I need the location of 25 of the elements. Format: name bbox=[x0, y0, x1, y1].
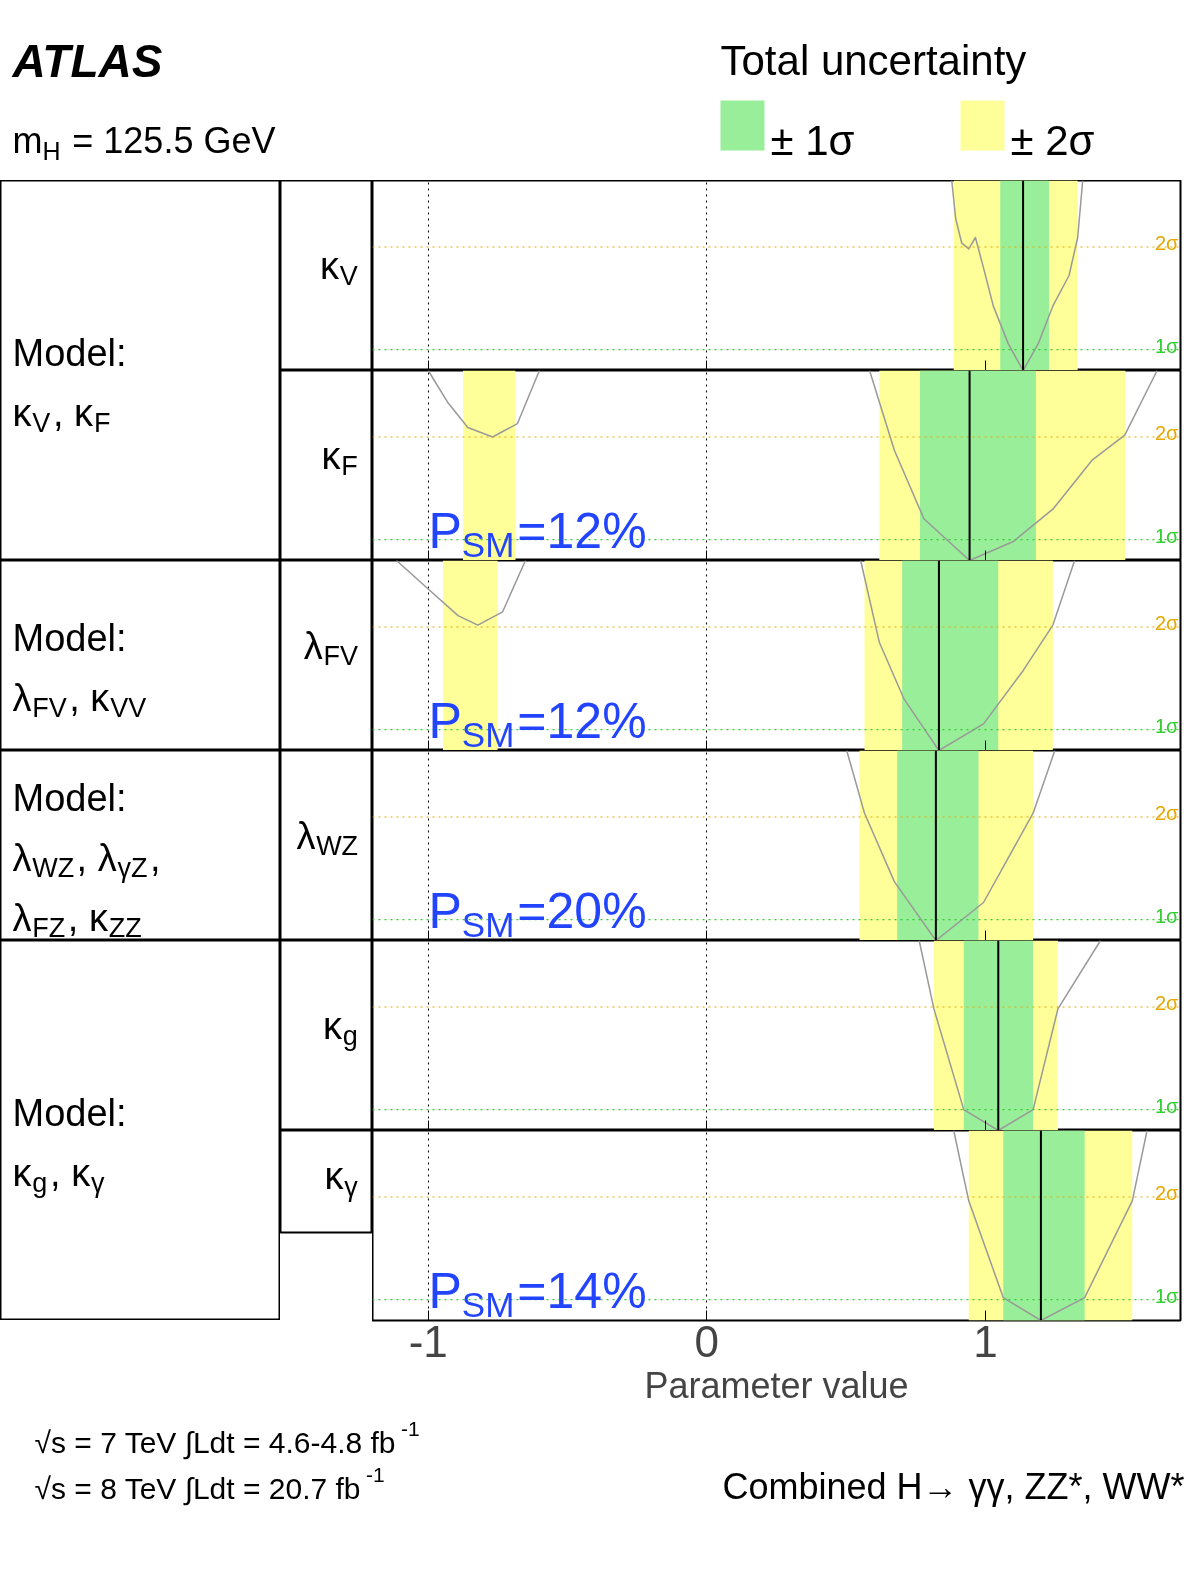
ref-line-label: 1σ bbox=[1154, 904, 1180, 927]
ref-line-label: 2σ bbox=[1154, 232, 1180, 254]
ref-line-label: 1σ bbox=[1154, 524, 1180, 547]
text: Combined H→ γγ, ZZ*, WW* bbox=[722, 1466, 1185, 1507]
legend-label: ± 1σ bbox=[770, 117, 855, 164]
ref-line-label: 2σ bbox=[1154, 422, 1180, 444]
text: Model: bbox=[12, 616, 127, 659]
ref-line-label: 1σ bbox=[1154, 334, 1180, 357]
ref-line-label: 2σ bbox=[1154, 802, 1180, 824]
ref-line-label: 1σ bbox=[1154, 1284, 1180, 1307]
ref-line-label: 2σ bbox=[1154, 612, 1180, 634]
legend-title: Total uncertainty bbox=[720, 37, 1027, 84]
ref-line-label: 1σ bbox=[1154, 1094, 1180, 1117]
x-tick-label: 0 bbox=[694, 1316, 720, 1366]
ref-line-label: 1σ bbox=[1154, 714, 1180, 737]
x-tick-label: -1 bbox=[408, 1316, 448, 1366]
x-axis-title: Parameter value bbox=[644, 1364, 909, 1406]
text: Model: bbox=[12, 776, 127, 819]
text: Model: bbox=[12, 331, 127, 374]
text: Model: bbox=[12, 1091, 127, 1134]
legend-label: ± 2σ bbox=[1010, 117, 1095, 164]
ref-line-label: 2σ bbox=[1154, 992, 1180, 1014]
ref-line-label: 2σ bbox=[1154, 1182, 1180, 1204]
text: ATLAS bbox=[11, 34, 163, 87]
x-tick-label: 1 bbox=[973, 1316, 998, 1366]
